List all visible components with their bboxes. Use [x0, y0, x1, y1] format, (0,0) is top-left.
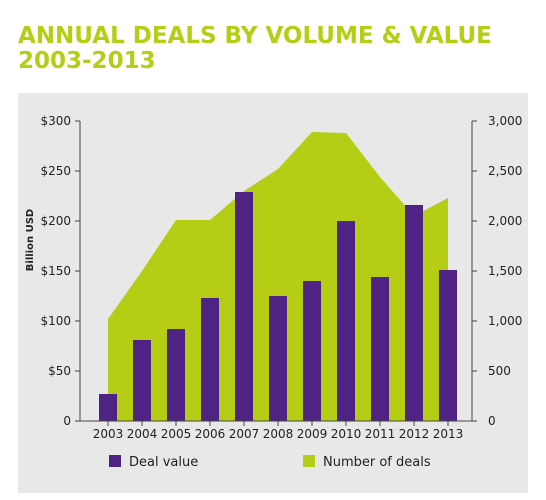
left-tick-label: $150: [40, 264, 71, 278]
bar-2008: [269, 296, 287, 421]
chart-title-line1: ANNUAL DEALS BY VOLUME & VALUE: [18, 23, 492, 49]
legend-label-number-of-deals: Number of deals: [323, 455, 431, 470]
area-layer: [108, 132, 448, 421]
bar-2012: [405, 205, 423, 421]
legend: Deal value Number of deals: [109, 455, 431, 470]
left-tick-label: $100: [40, 314, 71, 328]
x-tick-label: 2004: [127, 427, 158, 441]
left-tick-label: $300: [40, 114, 71, 128]
left-tick-label: 0: [63, 414, 71, 428]
x-tick-label: 2011: [365, 427, 396, 441]
bar-2009: [303, 281, 321, 421]
chart-title-line2: 2003-2013: [18, 48, 156, 74]
x-tick-label: 2013: [433, 427, 464, 441]
bar-2013: [439, 270, 457, 421]
right-tick-label: 1,500: [488, 264, 522, 278]
right-tick-label: 2,500: [488, 164, 522, 178]
right-tick-label: 2,000: [488, 214, 522, 228]
x-tick-label: 2006: [195, 427, 226, 441]
right-tick-label: 500: [488, 364, 511, 378]
left-tick-label: $50: [48, 364, 71, 378]
right-tick-label: 3,000: [488, 114, 522, 128]
bar-2007: [235, 192, 253, 421]
legend-label-deal-value: Deal value: [129, 455, 198, 470]
bar-2004: [133, 340, 151, 421]
x-tick-label: 2007: [229, 427, 260, 441]
label-layer: 0 $50 $100 $150 $200 $250 $300 0 500 1,000 1,500 2,…: [40, 114, 522, 441]
x-tick-label: 2009: [297, 427, 328, 441]
x-tick-label: 2012: [399, 427, 430, 441]
right-tick-label: 0: [488, 414, 496, 428]
left-tick-label: $250: [40, 164, 71, 178]
bar-2003: [99, 394, 117, 421]
legend-swatch-deal-value: [109, 455, 121, 467]
legend-swatch-number-of-deals: [303, 455, 315, 467]
area-number-of-deals: [108, 132, 448, 421]
bar-2010: [337, 221, 355, 421]
right-tick-label: 1,000: [488, 314, 522, 328]
bar-2005: [167, 329, 185, 421]
chart-title: ANNUAL DEALS BY VOLUME & VALUE 2003-2013: [18, 24, 492, 74]
x-tick-label: 2003: [93, 427, 124, 441]
bar-2011: [371, 277, 389, 421]
left-tick-label: $200: [40, 214, 71, 228]
x-tick-label: 2005: [161, 427, 192, 441]
x-tick-label: 2010: [331, 427, 362, 441]
x-tick-label: 2008: [263, 427, 294, 441]
y-axis-label: Billion USD: [25, 209, 36, 271]
bar-2006: [201, 298, 219, 421]
bar-layer: [99, 192, 457, 421]
